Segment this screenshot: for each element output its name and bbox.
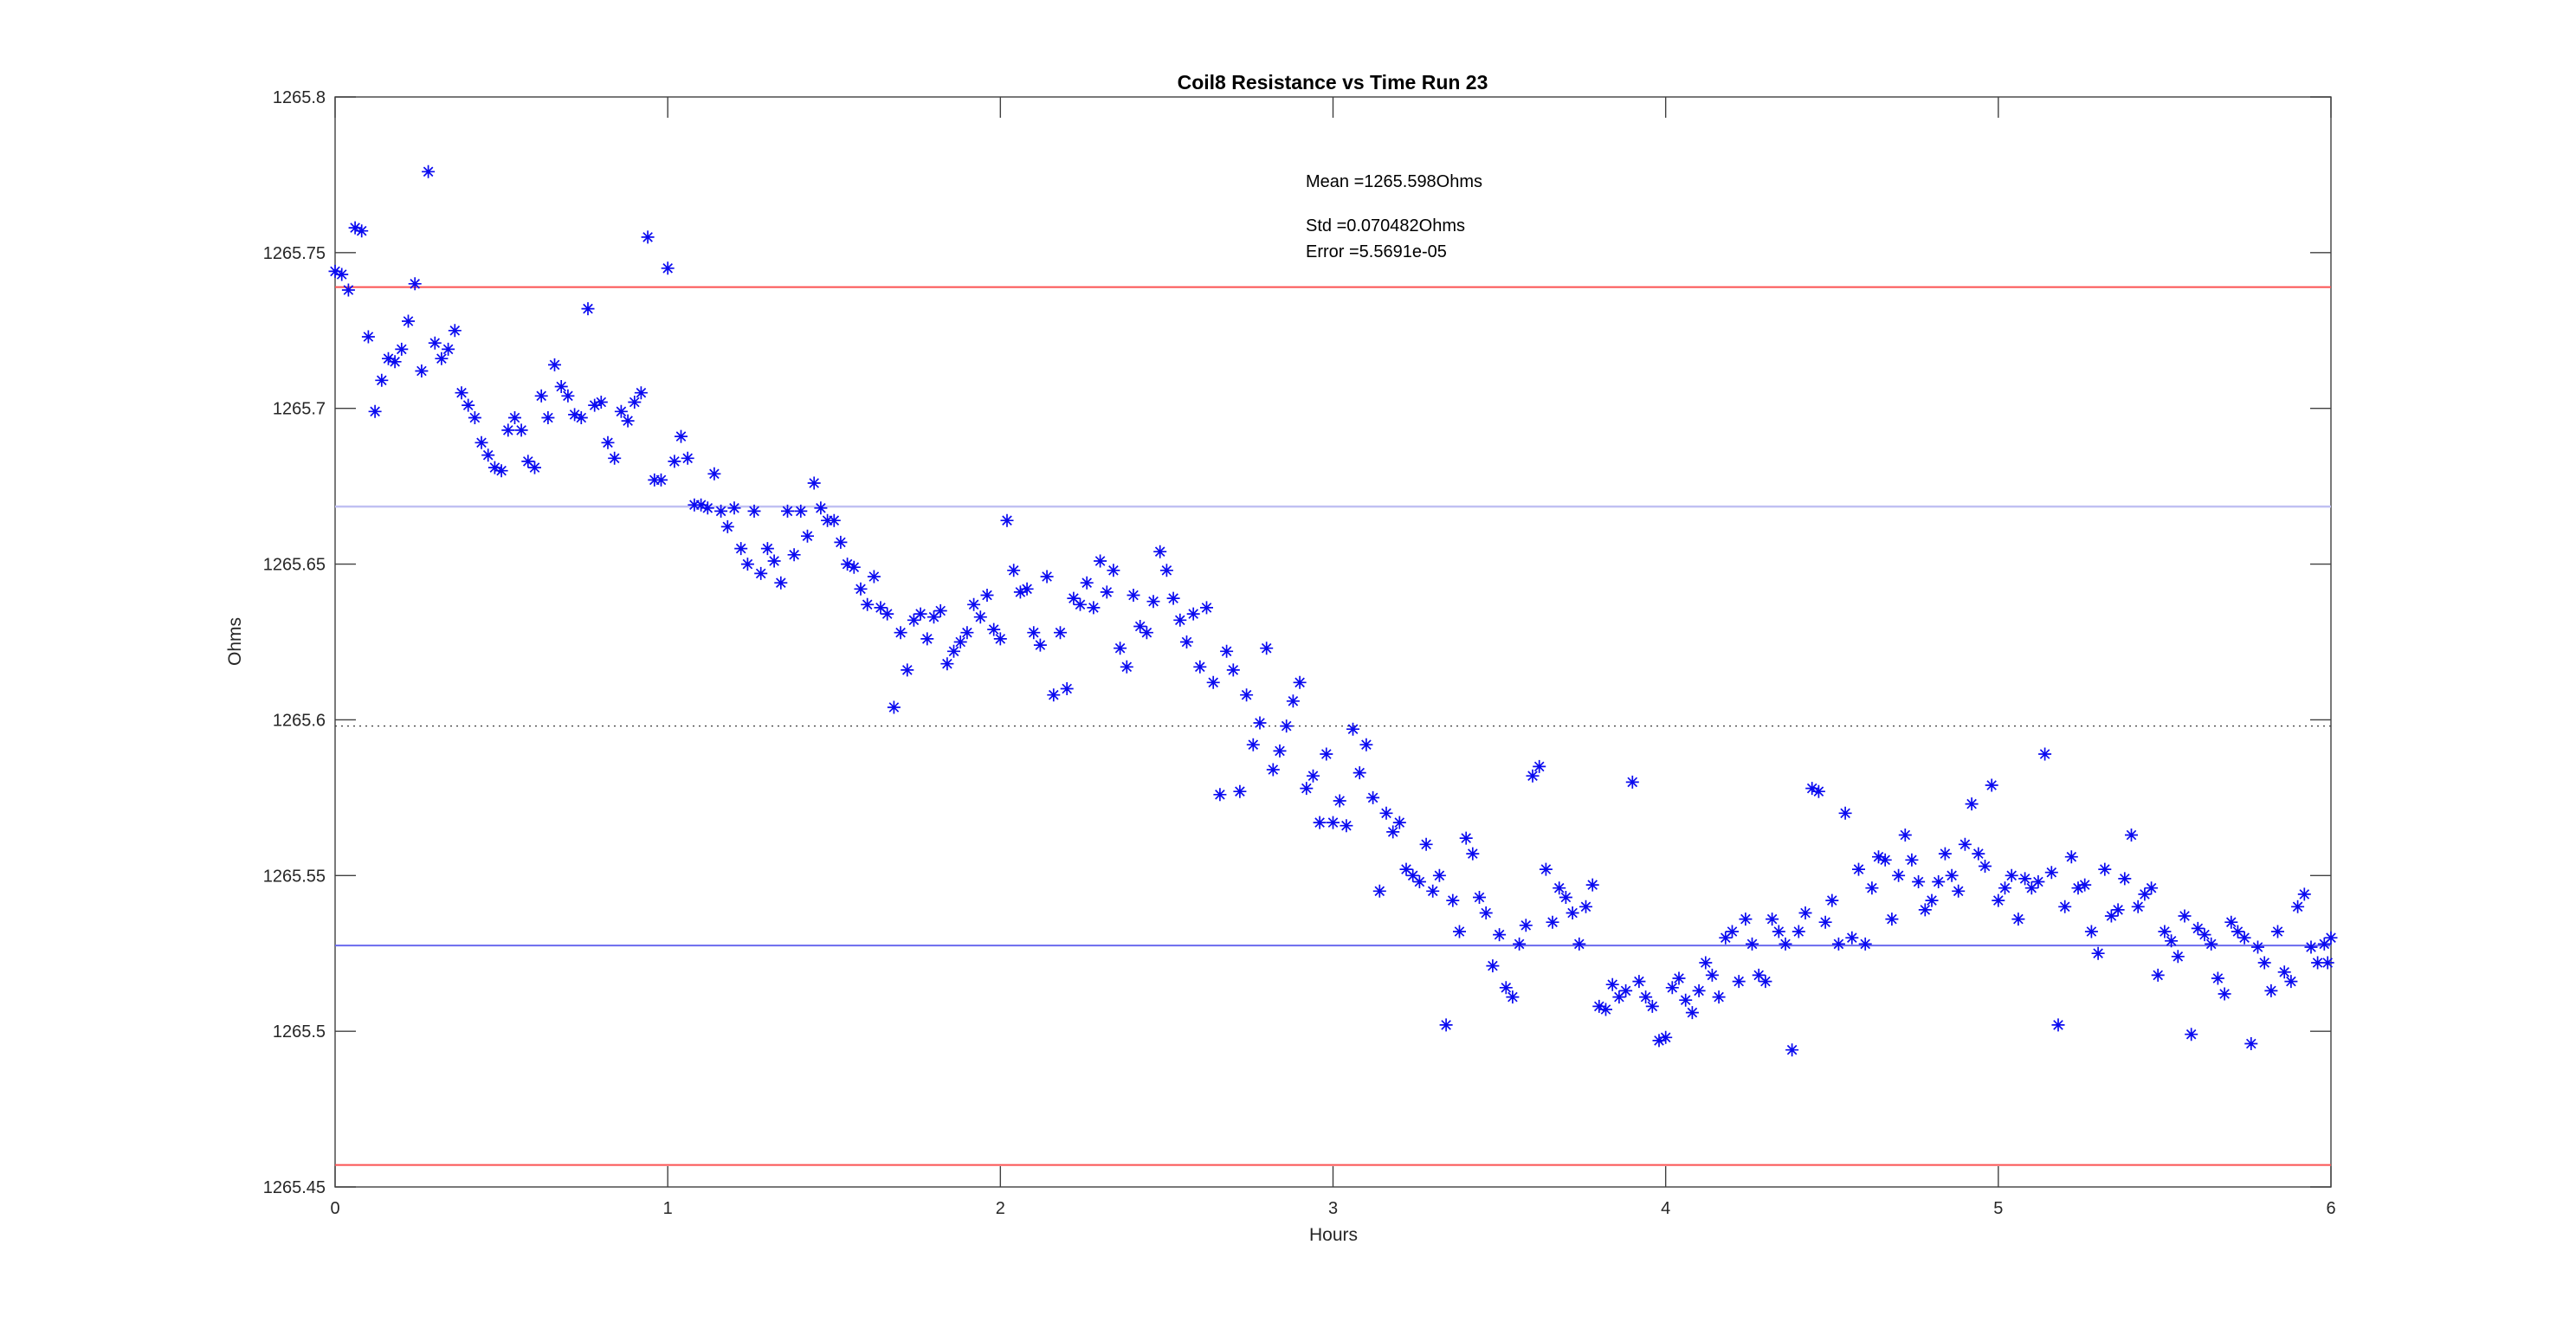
y-tick-label: 1265.5 — [273, 1022, 326, 1042]
annotation-mean: Mean =1265.598Ohms — [1306, 172, 1482, 191]
annotation-error: Error =5.5691e-05 — [1306, 242, 1447, 261]
plot-generated-layer: 0 1 2 3 4 5 6 1265.45 1265.5 1265.55 1265.6 1265.65… — [263, 88, 2338, 1218]
x-tick-label: 3 — [1328, 1199, 1338, 1218]
x-tick-label: 6 — [2326, 1199, 2335, 1218]
x-tick-label: 1 — [663, 1199, 673, 1218]
x-tick-label: 2 — [996, 1199, 1005, 1218]
annotation-std: Std =0.070482Ohms — [1306, 216, 1465, 235]
y-tick-label: 1265.45 — [263, 1178, 326, 1197]
y-tick-label: 1265.7 — [273, 400, 326, 419]
x-tick-label: 5 — [1993, 1199, 2003, 1218]
scatter-points — [328, 164, 2338, 1057]
y-tick-label: 1265.6 — [273, 711, 326, 730]
x-tick-label: 4 — [1661, 1199, 1670, 1218]
y-tick-label: 1265.8 — [273, 88, 326, 107]
x-axis-label: Hours — [1309, 1225, 1358, 1245]
x-tick-label: 0 — [330, 1199, 339, 1218]
y-tick-label: 1265.65 — [263, 556, 326, 575]
chart-title: Coil8 Resistance vs Time Run 23 — [1178, 71, 1488, 94]
y-tick-label: 1265.75 — [263, 244, 326, 263]
y-tick-label: 1265.55 — [263, 867, 326, 886]
y-axis-label: Ohms — [225, 617, 245, 666]
